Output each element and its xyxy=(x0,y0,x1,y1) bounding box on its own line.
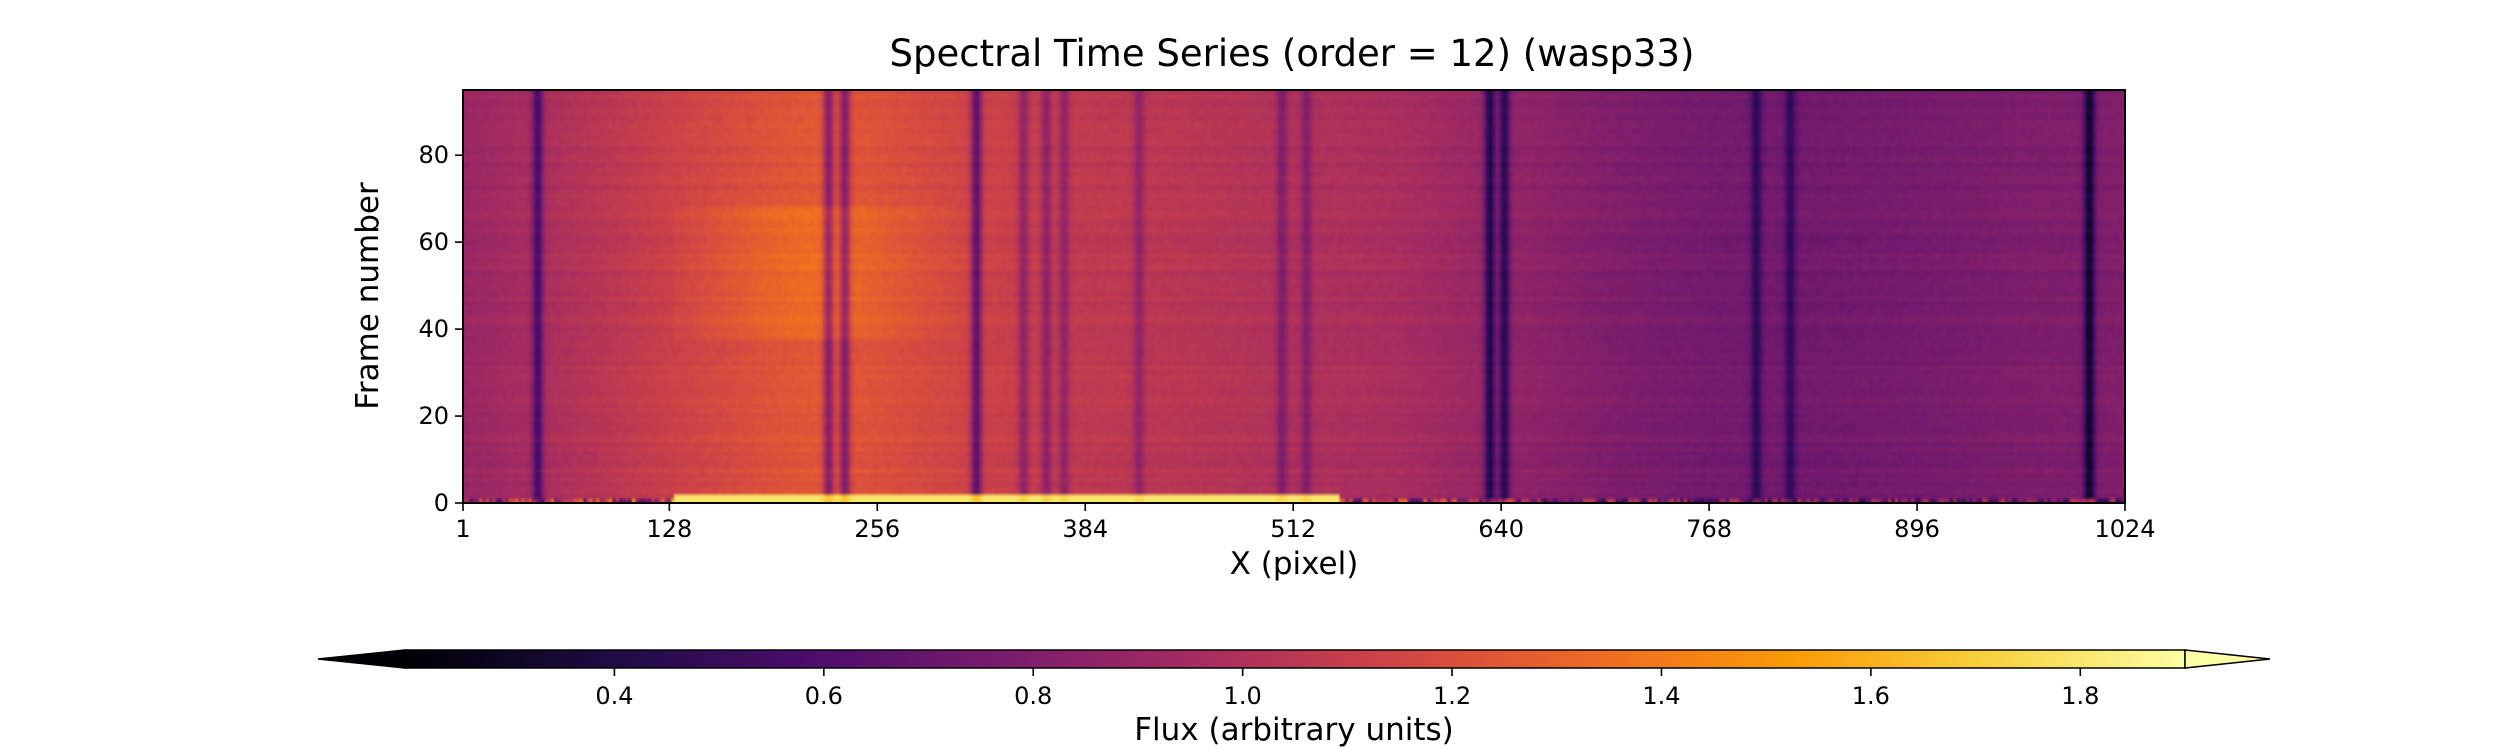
x-tick-label: 1 xyxy=(455,515,470,543)
chart-title: Spectral Time Series (order = 12) (wasp3… xyxy=(890,32,1695,75)
colorbar-gradient xyxy=(404,649,2186,669)
x-tick-label: 256 xyxy=(854,515,900,543)
colorbar-tick-label: 1.8 xyxy=(2061,682,2099,710)
colorbar-extend-low xyxy=(317,649,406,669)
y-tick-label: 60 xyxy=(418,228,449,256)
colorbar-tick-label: 0.6 xyxy=(805,682,843,710)
colorbar-tick-label: 1.4 xyxy=(1642,682,1680,710)
y-tick-label: 20 xyxy=(418,402,449,430)
colorbar-tick-label: 0.4 xyxy=(595,682,633,710)
x-tick-label: 768 xyxy=(1686,515,1732,543)
y-axis: 0 20 40 60 80 xyxy=(418,141,463,517)
x-axis: 1 128 256 384 512 640 768 896 1024 xyxy=(455,503,2156,543)
colorbar-tick-label: 1.0 xyxy=(1224,682,1262,710)
x-tick-label: 128 xyxy=(646,515,692,543)
colorbar-tick-label: 0.8 xyxy=(1014,682,1052,710)
heatmap xyxy=(463,90,2125,503)
y-tick-label: 80 xyxy=(418,141,449,169)
plot-frame xyxy=(462,89,2126,504)
colorbar-tick-label: 1.6 xyxy=(1852,682,1890,710)
colorbar-ticks: 0.4 0.6 0.8 1.0 1.2 1.4 1.6 1.8 xyxy=(595,668,2099,710)
x-tick-label: 640 xyxy=(1478,515,1524,543)
heatmap-image xyxy=(463,90,2125,503)
colorbar: 0.4 0.6 0.8 1.0 1.2 1.4 1.6 1.8 xyxy=(317,649,2271,710)
x-axis-label: X (pixel) xyxy=(1230,546,1359,582)
x-tick-label: 512 xyxy=(1270,515,1316,543)
colorbar-label: Flux (arbitrary units) xyxy=(1134,712,1454,748)
y-axis-label: Frame number xyxy=(350,182,386,410)
colorbar-tick-label: 1.2 xyxy=(1433,682,1471,710)
x-tick-label: 896 xyxy=(1894,515,1940,543)
colorbar-extend-high xyxy=(2184,649,2271,669)
y-tick-label: 0 xyxy=(434,489,449,517)
x-tick-label: 384 xyxy=(1062,515,1108,543)
y-tick-label: 40 xyxy=(418,315,449,343)
x-tick-label: 1024 xyxy=(2094,515,2155,543)
